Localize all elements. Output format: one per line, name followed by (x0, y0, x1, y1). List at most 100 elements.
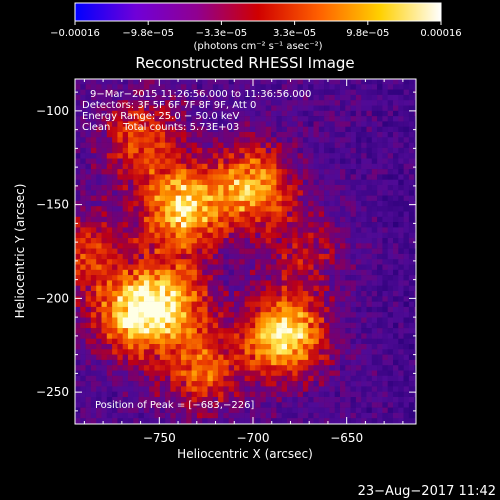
heatmap-cell (75, 190, 81, 196)
heatmap-cell (149, 232, 155, 239)
heatmap-cell (255, 312, 261, 318)
heatmap-cell (207, 137, 214, 143)
heatmap-cell (265, 381, 272, 387)
heatmap-cell (403, 232, 410, 239)
heatmap-cell (297, 153, 304, 159)
heatmap-cell (355, 105, 362, 112)
heatmap-cell (393, 312, 399, 318)
heatmap-cell (122, 397, 129, 403)
heatmap-cell (112, 232, 118, 239)
heatmap-cell (297, 365, 304, 371)
heatmap-cell (302, 280, 309, 286)
heatmap-cell (403, 333, 410, 339)
heatmap-cell (128, 195, 134, 202)
heatmap-cell (318, 412, 325, 419)
heatmap-cell (249, 259, 256, 265)
heatmap-cell (318, 264, 325, 271)
heatmap-cell (239, 174, 245, 180)
heatmap-cell (371, 344, 378, 350)
heatmap-cell (355, 163, 362, 170)
heatmap-cell (228, 200, 235, 207)
heatmap-cell (366, 216, 373, 223)
heatmap-cell (196, 269, 203, 276)
heatmap-cell (218, 153, 224, 159)
heatmap-cell (244, 200, 251, 207)
heatmap-cell (308, 301, 314, 308)
heatmap-cell (149, 354, 155, 361)
heatmap-cell (265, 179, 272, 186)
heatmap-cell (292, 375, 298, 382)
heatmap-cell (112, 179, 118, 186)
heatmap-cell (191, 232, 198, 239)
heatmap-cell (297, 137, 304, 143)
heatmap-cell (308, 190, 314, 196)
heatmap-cell (170, 190, 176, 196)
heatmap-cell (212, 89, 219, 96)
heatmap-cell (249, 142, 256, 149)
heatmap-cell (165, 232, 171, 239)
heatmap-cell (329, 344, 335, 350)
heatmap-cell (297, 227, 304, 233)
heatmap-cell (366, 418, 373, 424)
heatmap-cell (122, 269, 129, 276)
heatmap-cell (276, 190, 282, 196)
heatmap-cell (106, 79, 113, 85)
heatmap-cell (313, 412, 320, 419)
heatmap-cell (355, 216, 362, 223)
heatmap-cell (122, 121, 129, 127)
heatmap-cell (112, 338, 118, 345)
heatmap-cell (228, 238, 235, 244)
heatmap-cell (122, 259, 129, 265)
heatmap-cell (249, 285, 256, 292)
heatmap-cell (265, 370, 272, 377)
heatmap-cell (170, 338, 176, 345)
heatmap-cell (377, 100, 383, 106)
heatmap-cell (408, 169, 415, 175)
heatmap-cell (377, 243, 383, 249)
heatmap-cell (244, 190, 251, 196)
heatmap-cell (324, 338, 330, 345)
heatmap-cell (138, 163, 145, 170)
heatmap-cell (223, 280, 229, 286)
heatmap-cell (271, 402, 277, 408)
heatmap-cell (181, 121, 187, 127)
heatmap-cell (382, 381, 388, 387)
heatmap-cell (260, 79, 267, 85)
heatmap-cell (223, 216, 229, 223)
heatmap-cell (80, 132, 86, 138)
heatmap-cell (165, 412, 171, 419)
heatmap-cell (181, 137, 187, 143)
heatmap-cell (271, 222, 277, 228)
heatmap-cell (96, 370, 102, 377)
heatmap-cell (85, 269, 92, 276)
heatmap-cell (366, 100, 373, 106)
heatmap-cell (165, 179, 171, 186)
heatmap-cell (292, 121, 298, 127)
heatmap-cell (202, 418, 208, 424)
heatmap-cell (308, 291, 314, 297)
heatmap-cell (165, 375, 171, 382)
heatmap-cell (154, 132, 161, 138)
heatmap-cell (387, 100, 394, 106)
heatmap-cell (223, 264, 229, 271)
heatmap-cell (239, 338, 245, 345)
heatmap-cell (302, 418, 309, 424)
heatmap-cell (154, 381, 161, 387)
heatmap-cell (292, 269, 298, 276)
heatmap-cell (239, 142, 245, 149)
heatmap-cell (133, 200, 139, 207)
heatmap-cell (249, 412, 256, 419)
heatmap-cell (345, 216, 351, 223)
heatmap-cell (403, 412, 410, 419)
heatmap-cell (361, 312, 367, 318)
heatmap-cell (191, 126, 198, 133)
heatmap-cell (276, 216, 282, 223)
colorbar-tick-label: 0.00016 (420, 28, 461, 39)
heatmap-cell (287, 137, 293, 143)
heatmap-cell (361, 391, 367, 398)
heatmap-cell (170, 296, 176, 302)
heatmap-cell (340, 349, 346, 355)
heatmap-cell (165, 238, 171, 244)
heatmap-cell (366, 163, 373, 170)
heatmap-cell (387, 132, 394, 138)
